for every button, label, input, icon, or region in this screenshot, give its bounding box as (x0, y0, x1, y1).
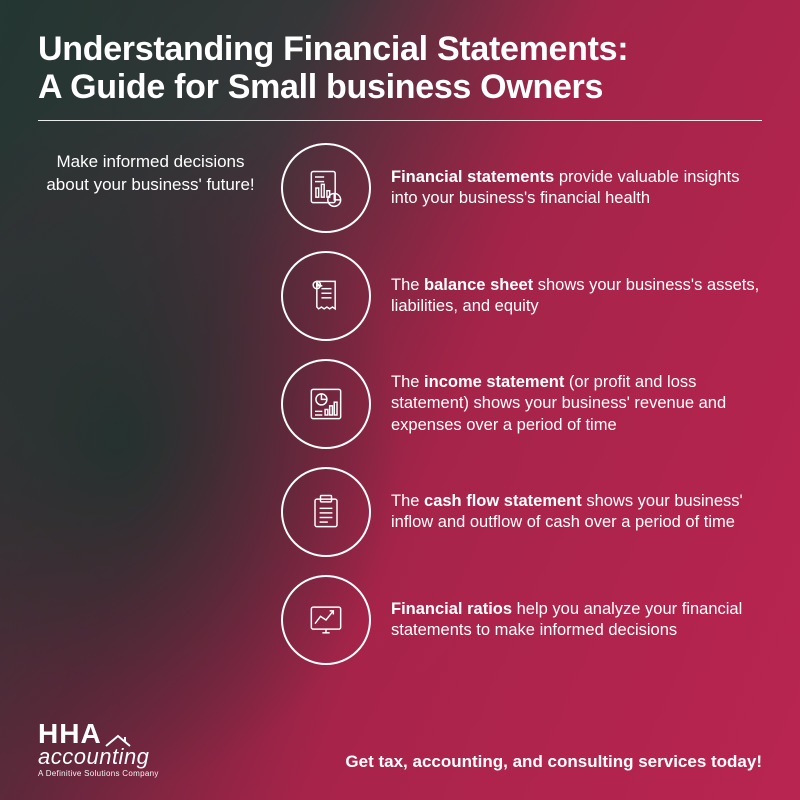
report-chart-icon (281, 143, 371, 233)
item-balance-sheet: The balance sheet shows your business's … (281, 251, 762, 341)
left-column: Make informed decisions about your busin… (38, 143, 263, 665)
item-income-statement: The income statement (or profit and loss… (281, 359, 762, 449)
content-container: Understanding Financial Statements: A Gu… (0, 0, 800, 800)
item-text: Financial ratios help you analyze your f… (391, 599, 762, 642)
trend-screen-icon (281, 575, 371, 665)
item-cash-flow: The cash flow statement shows your busin… (281, 467, 762, 557)
logo-subtext: A Definitive Solutions Company (38, 770, 159, 778)
item-text: The cash flow statement shows your busin… (391, 491, 762, 534)
item-financial-statements: Financial statements provide valuable in… (281, 143, 762, 233)
logo-text-bottom: accounting (38, 746, 159, 768)
item-text: The balance sheet shows your business's … (391, 275, 762, 318)
cta-text: Get tax, accounting, and consulting serv… (159, 752, 762, 778)
main-row: Make informed decisions about your busin… (38, 143, 762, 665)
item-text: The income statement (or profit and loss… (391, 372, 762, 436)
items-column: Financial statements provide valuable in… (281, 143, 762, 665)
tagline: Make informed decisions about your busin… (38, 151, 263, 197)
item-financial-ratios: Financial ratios help you analyze your f… (281, 575, 762, 665)
title-line-2: A Guide for Small business Owners (38, 68, 603, 106)
footer: HHA accounting A Definitive Solutions Co… (38, 720, 762, 778)
logo: HHA accounting A Definitive Solutions Co… (38, 720, 159, 778)
main-title: Understanding Financial Statements: A Gu… (38, 30, 762, 106)
item-text: Financial statements provide valuable in… (391, 167, 762, 210)
receipt-icon (281, 251, 371, 341)
title-line-1: Understanding Financial Statements: (38, 30, 628, 68)
clipboard-icon (281, 467, 371, 557)
divider (38, 120, 762, 121)
pie-bar-icon (281, 359, 371, 449)
